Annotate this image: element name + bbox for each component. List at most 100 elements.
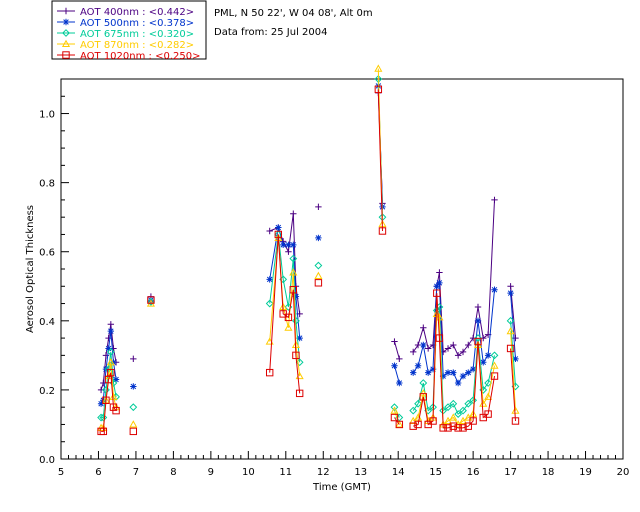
data-point-triangle [458, 416, 468, 425]
data-point-square [107, 368, 115, 377]
data-point-plus [465, 341, 472, 349]
y-tick-label: 1.0 [39, 110, 55, 121]
data-point-diamond [106, 348, 115, 356]
series-3 [97, 64, 520, 431]
data-point-triangle [61, 39, 71, 48]
data-point-square [433, 289, 441, 297]
y-tick-label: 0.4 [39, 317, 55, 328]
data-point-asterisk [62, 18, 70, 26]
data-point-asterisk [433, 283, 440, 290]
x-tick-label: 15 [429, 467, 442, 478]
y-axis-label: Aerosol Optical Thickness [25, 205, 36, 333]
x-axis-label: Time (GMT) [312, 482, 371, 493]
data-point-diamond [484, 379, 493, 387]
x-tick-label: 8 [170, 467, 176, 478]
data-point-square [395, 420, 404, 429]
data-point-triangle [490, 361, 499, 369]
data-point-triangle [395, 420, 404, 428]
data-point-asterisk [105, 345, 112, 352]
data-point-triangle [479, 399, 488, 407]
data-point-square [292, 351, 300, 360]
data-point-asterisk [296, 334, 303, 342]
x-tick-label: 10 [242, 467, 255, 478]
y-axis: 0.0 0.2 0.4 0.6 0.8 1.0 [39, 78, 69, 466]
data-point-diamond [459, 406, 467, 415]
series-layer [97, 64, 520, 436]
data-point-plus [424, 345, 432, 352]
data-point-asterisk [454, 379, 462, 387]
data-point-plus [62, 7, 70, 15]
data-point-asterisk [484, 352, 492, 359]
series-4 [97, 85, 520, 436]
y-tick-label: 0.6 [39, 248, 55, 259]
data-point-triangle [106, 358, 115, 366]
data-point-square [295, 389, 304, 398]
data-point-plus [444, 345, 452, 352]
data-point-diamond [102, 386, 110, 394]
data-point-diamond [314, 261, 323, 270]
data-point-square [265, 368, 274, 377]
x-tick-label: 7 [133, 467, 139, 478]
data-point-diamond [129, 403, 138, 412]
data-point-square [409, 422, 417, 430]
data-point-plus [436, 269, 443, 276]
x-tick-label: 12 [317, 467, 330, 478]
legend-entry-label: AOT 400nm : <0.442> [80, 7, 194, 18]
data-point-triangle [109, 392, 118, 400]
x-tick-label: 17 [504, 467, 517, 478]
x-tick-label: 13 [354, 467, 367, 478]
data-point-square [435, 334, 444, 342]
data-point-diamond [147, 297, 155, 306]
data-point-square [511, 417, 520, 425]
data-point-plus [391, 338, 398, 345]
data-point-plus [396, 355, 403, 363]
series-line [510, 348, 516, 422]
data-point-square [454, 424, 462, 432]
legend-entry-label: AOT 500nm : <0.378> [80, 18, 194, 29]
data-point-plus [512, 334, 519, 342]
data-point-plus [290, 210, 297, 217]
x-tick-label: 6 [95, 467, 101, 478]
data-point-diamond [292, 316, 300, 325]
plot-area [60, 78, 624, 460]
data-point-diamond [414, 399, 422, 408]
data-point-asterisk [110, 359, 117, 366]
chart-header-location: PML, N 50 22', W 04 08', Alt 0m [214, 8, 373, 19]
data-point-diamond [449, 399, 458, 408]
data-point-square [484, 410, 492, 418]
x-tick-label: 5 [58, 467, 64, 478]
series-line [394, 341, 400, 359]
data-point-asterisk [112, 376, 120, 383]
data-point-triangle [374, 64, 383, 72]
data-point-asterisk [459, 372, 467, 380]
data-point-triangle [506, 326, 515, 335]
data-point-diamond [289, 254, 298, 263]
data-point-triangle [314, 271, 323, 279]
data-point-triangle [129, 420, 138, 428]
x-tick-label: 11 [279, 467, 292, 478]
data-point-asterisk [512, 355, 519, 363]
data-point-plus [315, 203, 322, 211]
data-point-square [490, 372, 499, 380]
data-point-triangle [112, 402, 121, 411]
y-tick-label: 0.0 [39, 455, 55, 466]
data-point-diamond [409, 406, 418, 415]
data-point-diamond [454, 410, 463, 418]
data-point-diamond [99, 413, 108, 422]
data-point-square [390, 413, 399, 422]
x-tick-label: 19 [579, 467, 592, 478]
data-point-triangle [449, 413, 458, 421]
data-point-square [374, 85, 383, 94]
y-tick-label: 0.8 [39, 179, 55, 190]
data-point-triangle [284, 323, 293, 331]
data-point-square [274, 230, 283, 239]
data-point-square [506, 344, 515, 353]
data-point-triangle [289, 268, 298, 276]
data-point-asterisk [391, 362, 398, 369]
data-point-square [102, 396, 110, 404]
data-point-square [147, 296, 155, 304]
data-point-diamond [97, 413, 105, 422]
data-point-square [464, 422, 472, 430]
data-point-asterisk [436, 279, 443, 287]
